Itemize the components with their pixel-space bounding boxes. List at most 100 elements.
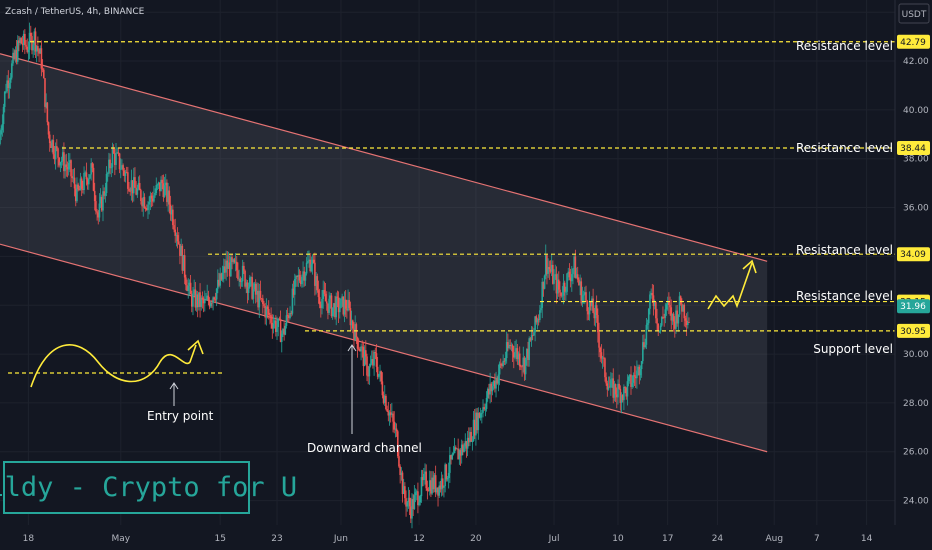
time-axis[interactable]: 18 May 15 23 Jun 12 20 Jul 10 17 24 Aug 7 14 xyxy=(23,534,873,544)
candle-body xyxy=(344,299,347,309)
candle-body xyxy=(550,264,553,272)
currency-box[interactable] xyxy=(898,3,930,24)
candle-body xyxy=(93,190,96,202)
candle-body xyxy=(52,140,55,155)
candle-body xyxy=(269,314,271,316)
candle-body xyxy=(238,278,240,280)
candle-body xyxy=(217,279,219,289)
candle-body xyxy=(198,292,200,308)
candle-body xyxy=(642,342,644,362)
candle-body xyxy=(357,348,360,350)
candle-body xyxy=(526,348,528,358)
candle-body xyxy=(555,274,558,294)
candle-body xyxy=(383,395,386,403)
candle-body xyxy=(389,412,392,415)
candle-body xyxy=(122,165,124,171)
candle-body xyxy=(469,431,471,443)
candle-body xyxy=(206,295,208,300)
candle-body xyxy=(430,480,432,494)
candle-body xyxy=(688,322,690,323)
candle-body xyxy=(170,209,173,215)
candle-body xyxy=(373,352,375,366)
candle-body xyxy=(502,360,504,367)
brand-watermark: Solldy - Crypto for U xyxy=(0,461,297,514)
candle-body xyxy=(208,301,211,307)
candle-body xyxy=(581,295,584,304)
candle-body xyxy=(505,342,508,359)
candle-body xyxy=(588,301,591,315)
entry-point-arrow-icon xyxy=(169,382,179,390)
candle-body xyxy=(76,184,78,202)
candle-body xyxy=(631,382,633,387)
candle-body xyxy=(553,275,555,284)
candle-body xyxy=(544,255,547,276)
candle-body xyxy=(443,486,445,488)
candle-body xyxy=(611,378,613,380)
candle-body xyxy=(293,279,296,295)
candle-body xyxy=(110,167,113,169)
candle-body xyxy=(418,502,420,506)
candle-body xyxy=(671,313,674,321)
candle-body xyxy=(682,304,684,312)
candle-body xyxy=(71,176,74,178)
candle-body xyxy=(161,179,163,184)
candle-body xyxy=(660,316,663,326)
candle-body xyxy=(450,455,452,460)
candle-body xyxy=(123,170,126,176)
candle-body xyxy=(260,298,263,300)
candle-body xyxy=(73,177,76,189)
candle-body xyxy=(565,291,567,293)
candle-body xyxy=(494,380,496,389)
candle-body xyxy=(637,366,639,371)
candle-body xyxy=(108,159,110,174)
candle-body xyxy=(381,381,384,396)
candle-body xyxy=(340,298,342,309)
candle-body xyxy=(394,428,397,430)
candle-body xyxy=(116,152,119,154)
candle-body xyxy=(199,292,201,307)
candle-body xyxy=(496,377,499,384)
price-box-res1 xyxy=(897,34,930,49)
candle-body xyxy=(522,357,525,367)
price-tick-label: 30.00 xyxy=(903,350,929,360)
candle-body xyxy=(179,244,181,256)
candle-body xyxy=(632,375,635,383)
candle-body xyxy=(483,407,485,409)
candle-body xyxy=(280,333,283,342)
candle-body xyxy=(285,315,288,326)
candle-body xyxy=(415,491,418,493)
candle-body xyxy=(323,289,326,294)
candle-body xyxy=(604,358,606,378)
candle-body xyxy=(639,369,642,376)
candle-body xyxy=(437,487,439,496)
candle-body xyxy=(335,296,338,318)
candle-body xyxy=(687,322,689,326)
candle-body xyxy=(227,262,230,269)
candle-body xyxy=(476,412,478,431)
candle-body xyxy=(47,122,50,135)
candle-body xyxy=(578,279,580,286)
candle-body xyxy=(645,324,648,345)
candle-body xyxy=(369,363,372,367)
candle-body xyxy=(379,371,381,374)
candle-body xyxy=(531,335,534,337)
candle-body xyxy=(460,444,463,456)
candle-body xyxy=(602,357,605,359)
candle-body xyxy=(267,308,270,315)
candle-body xyxy=(677,314,680,324)
candle-body xyxy=(334,303,336,318)
candle-body xyxy=(465,441,468,449)
candle-body xyxy=(417,491,419,506)
candle-body xyxy=(511,345,514,353)
candle-body xyxy=(147,204,149,210)
grid-lines xyxy=(0,0,895,525)
candle-body xyxy=(275,320,277,332)
candle-body xyxy=(367,375,369,377)
candle-body xyxy=(539,310,541,320)
candle-body xyxy=(518,353,521,367)
candle-body xyxy=(676,310,678,324)
candle-body xyxy=(164,182,167,186)
candle-body xyxy=(209,302,212,307)
